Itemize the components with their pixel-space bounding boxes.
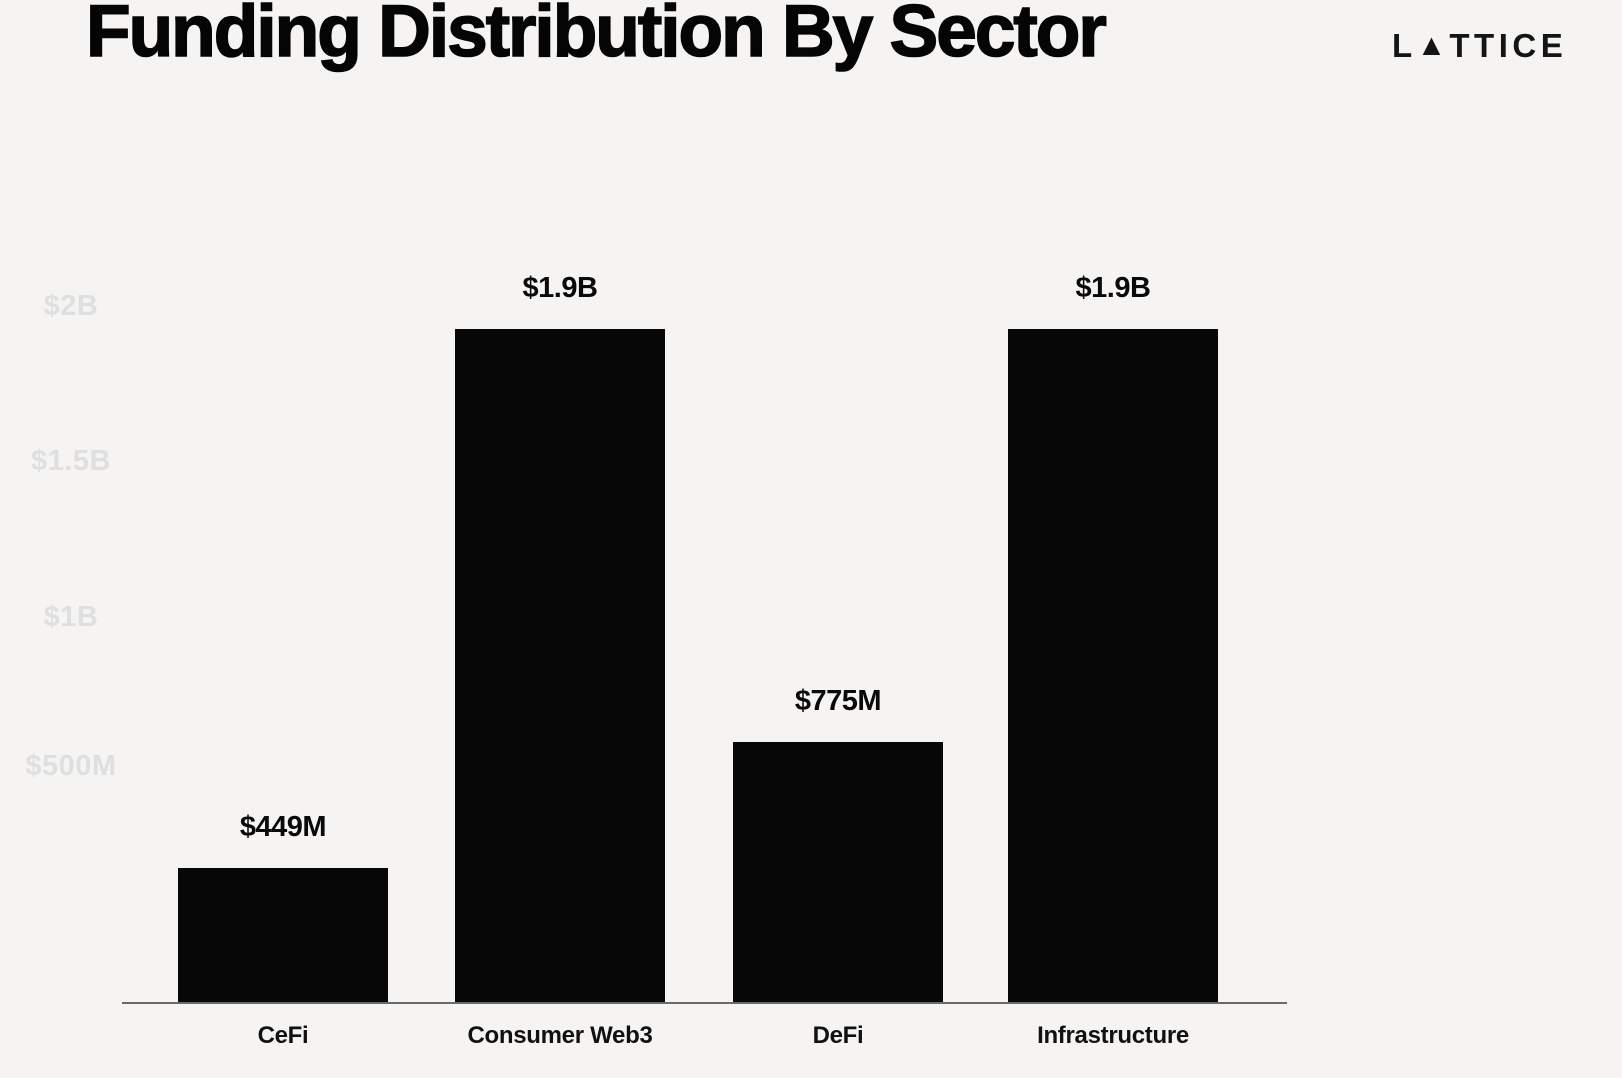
bar-value-label-consumer-web3: $1.9B [522,272,598,304]
y-axis-tick-label: $1.5B [31,445,111,477]
logo-letter-l: L [1392,27,1417,64]
chart-title: Funding Distribution By Sector [85,0,1107,73]
bar-infrastructure [1008,329,1218,1003]
bar-value-label-defi: $775M [794,685,882,717]
bar-value-label-cefi: $449M [239,811,327,843]
bar-value-label-infrastructure: $1.9B [1075,272,1151,304]
bar-defi [733,742,943,1003]
y-axis-tick-label: $500M [25,750,117,782]
x-axis-line [122,1002,1287,1004]
y-axis-tick-label: $2B [43,290,99,322]
lattice-logo: L ▲ TTICE [1392,27,1567,65]
bar-consumer-web3 [455,329,665,1003]
x-axis-label-defi: DeFi [812,1022,864,1049]
bar-cefi [178,868,388,1003]
y-axis-tick-label: $1B [43,601,99,633]
x-axis-label-cefi: CeFi [257,1022,309,1049]
x-axis-label-consumer-web3: Consumer Web3 [467,1022,653,1049]
logo-letters-ttice: TTICE [1449,27,1568,64]
logo-triangle-icon: ▲ [1416,29,1447,62]
x-axis-label-infrastructure: Infrastructure [1037,1022,1189,1049]
